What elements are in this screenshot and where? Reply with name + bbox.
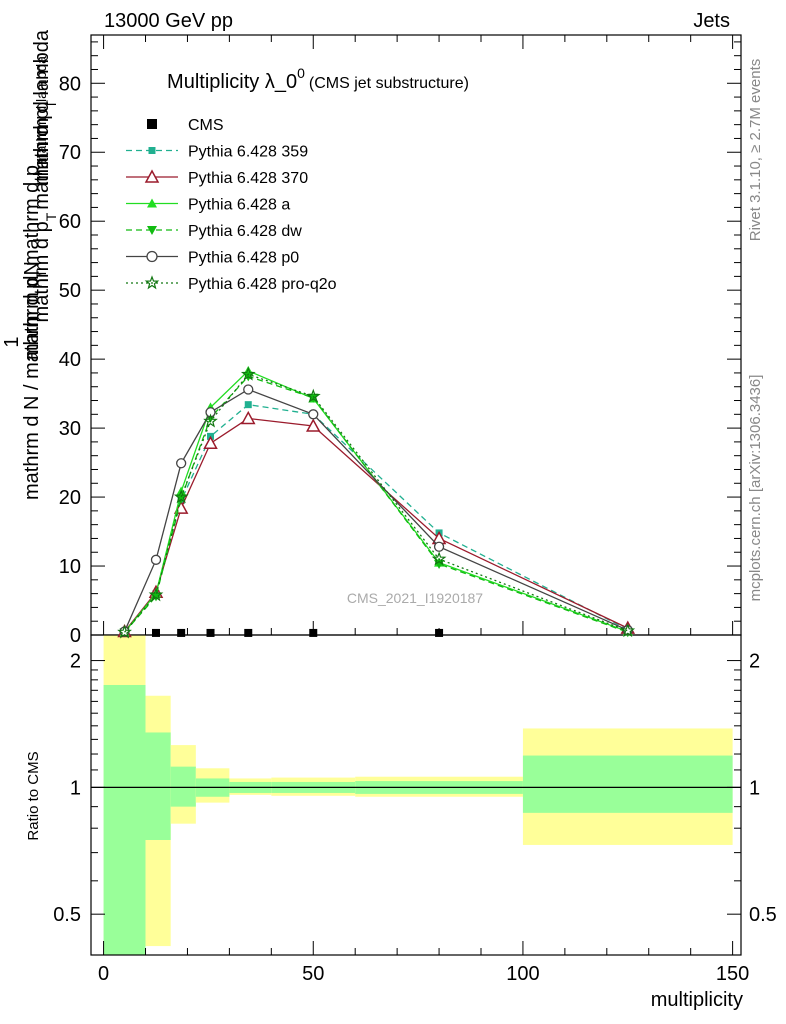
data-point-6-0 — [117, 624, 132, 639]
legend-label-2: Pythia 6.428 370 — [188, 170, 308, 187]
data-point-6-3 — [203, 413, 218, 428]
data-point-2-5 — [305, 418, 321, 432]
y-tick-label: 10 — [59, 556, 81, 578]
y-tick-label: 80 — [59, 73, 81, 95]
data-point-1-4 — [244, 401, 252, 409]
data-point-0-4 — [244, 628, 253, 637]
ratio-band-inner-0 — [103, 684, 146, 955]
y-axis-label: 1 mathrm d N / mathrm d pTmathrm d pmath… — [1, 29, 59, 500]
analysis-watermark: CMS_2021_I1920187 — [347, 590, 483, 606]
process-label: Jets — [693, 10, 730, 32]
data-point-6-6 — [431, 551, 447, 566]
legend-label-4: Pythia 6.428 dw — [188, 223, 302, 240]
data-point-6-1 — [148, 587, 164, 602]
y-tick-label: 60 — [59, 211, 81, 233]
data-point-2-4 — [240, 410, 256, 425]
legend-marker-2 — [144, 169, 160, 183]
y-label-num2: mathrm d pTmathrm d pT — [31, 100, 59, 323]
data-point-2-3 — [203, 435, 218, 450]
data-point-5-6 — [433, 541, 445, 552]
data-point-0-6 — [435, 628, 444, 637]
series-6 — [117, 366, 636, 639]
x-axis: 0 50 100 150 — [98, 35, 749, 985]
legend-marker-1 — [148, 147, 156, 154]
main-y-axis: 0 10 20 30 40 50 60 70 80 — [59, 41, 741, 647]
data-point-0-2 — [177, 628, 186, 637]
y-label-num: mathrm dN — [21, 261, 43, 360]
y-label-factor: 1 — [1, 336, 23, 347]
legend-marker-5 — [146, 250, 158, 263]
series-0 — [120, 628, 444, 637]
data-point-6-4 — [240, 366, 256, 381]
legend-label-6: Pythia 6.428 pro-q2o — [188, 276, 337, 293]
x-axis-label: multiplicity — [651, 989, 743, 1011]
data-point-5-5 — [308, 409, 319, 420]
legend-label-3: Pythia 6.428 a — [188, 197, 290, 214]
ratio-tick-label: 0.5 — [53, 904, 81, 926]
y-tick-label: 40 — [59, 349, 81, 371]
data-point-5-4 — [243, 384, 254, 395]
y-tick-label: 50 — [59, 280, 81, 302]
data-point-6-7 — [620, 623, 636, 638]
plot-title: Multiplicity λ_00(CMS jet substructure) — [167, 65, 469, 93]
legend: CMS Pythia 6.428 359 Pythia 6.428 370 Pythi… — [126, 117, 337, 293]
ratio-tick-label: 2 — [70, 651, 81, 673]
energy-label: 13000 GeV pp — [104, 10, 233, 32]
ratio-band-inner-2 — [170, 766, 196, 807]
y-label-num3: mathrm d lambda — [31, 29, 53, 185]
ratio-band-inner-1 — [145, 732, 171, 841]
data-point-6-5 — [305, 388, 321, 403]
x-tick-label: 150 — [716, 963, 749, 985]
x-tick-label: 100 — [506, 963, 539, 985]
x-tick-label: 50 — [302, 963, 324, 985]
legend-label-0: CMS — [188, 117, 224, 134]
ratio-tick-label-right: 2 — [749, 651, 760, 673]
y-tick-label: 20 — [59, 487, 81, 509]
y-tick-label: 0 — [70, 625, 81, 647]
y-tick-label: 70 — [59, 142, 81, 164]
ratio-plot-frame — [90, 634, 742, 956]
rivet-label: Rivet 3.1.10, ≥ 2.7M events — [747, 59, 764, 242]
series-line-6 — [124, 373, 629, 633]
ratio-tick-label-right: 0.5 — [749, 904, 777, 926]
ratio-y-label: Ratio to CMS — [25, 751, 42, 840]
data-point-0-1 — [152, 628, 160, 637]
series-line-5 — [123, 388, 629, 632]
legend-marker-4 — [147, 226, 157, 235]
data-point-0-3 — [206, 628, 215, 637]
ratio-y-axis: 0.5 0.5 1 1 2 2 — [53, 651, 777, 927]
legend-label-5: Pythia 6.428 p0 — [188, 250, 299, 267]
y-tick-label: 30 — [59, 418, 81, 440]
legend-marker-6 — [144, 275, 160, 290]
series-layer — [117, 365, 636, 639]
legend-label-1: Pythia 6.428 359 — [188, 144, 308, 161]
y-label-den: mathrm d N / mathrm d pTmathrm d pmathrm… — [21, 56, 49, 500]
ratio-tick-label-right: 1 — [749, 777, 760, 799]
x-tick-label: 0 — [98, 963, 109, 985]
data-point-5-2 — [176, 458, 187, 469]
data-point-6-2 — [173, 489, 189, 504]
legend-marker-0 — [147, 119, 157, 129]
data-point-0-5 — [309, 628, 318, 637]
ratio-tick-label: 1 — [70, 777, 81, 799]
data-point-5-1 — [150, 554, 162, 565]
mcplots-label: mcplots.cern.ch [arXiv:1306.3436] — [747, 375, 764, 602]
ratio-plot — [90, 634, 742, 956]
ratio-band-inner-7 — [522, 755, 733, 813]
legend-marker-3 — [147, 198, 157, 208]
